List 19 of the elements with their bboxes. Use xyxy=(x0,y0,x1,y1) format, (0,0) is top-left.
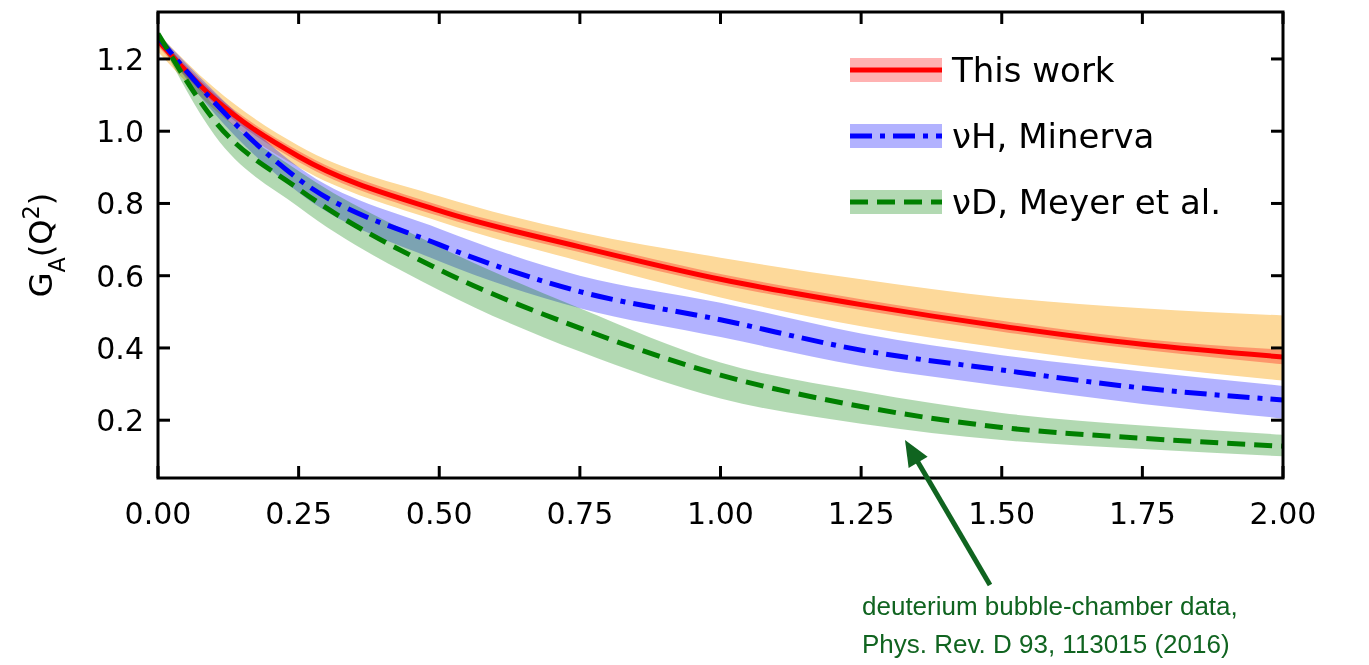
y-tick-label: 0.6 xyxy=(96,258,144,294)
x-tick-label: 0.75 xyxy=(546,496,614,531)
x-tick-label: 1.25 xyxy=(827,496,895,531)
legend-label: νD, Meyer et al. xyxy=(952,182,1222,222)
y-tick-label: 0.8 xyxy=(96,186,144,222)
x-tick-label: 0.50 xyxy=(405,496,473,531)
y-tick-label: 0.2 xyxy=(96,403,144,439)
legend-label: νH, Minerva xyxy=(952,116,1155,156)
text: deuterium bubble-chamber data, Phys. Rev. D 93, 113015 (2016) xyxy=(862,591,1238,659)
x-tick-label: 0.00 xyxy=(124,496,192,531)
y-tick-label: 1.2 xyxy=(96,41,144,77)
y-tick-label: 1.0 xyxy=(96,114,144,150)
x-tick-label: 0.25 xyxy=(265,496,333,531)
legend-label: This work xyxy=(951,50,1115,90)
x-tick-label: 1.50 xyxy=(968,496,1036,531)
x-tick-label: 2.00 xyxy=(1249,496,1317,531)
x-tick-label: 1.00 xyxy=(687,496,754,531)
y-tick-label: 0.4 xyxy=(96,330,144,366)
x-tick-label: 1.75 xyxy=(1108,496,1176,531)
